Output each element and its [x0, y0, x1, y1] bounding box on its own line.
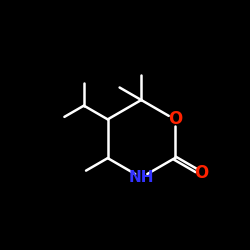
Text: NH: NH: [128, 170, 154, 185]
Text: O: O: [168, 110, 182, 128]
Text: O: O: [194, 164, 208, 182]
